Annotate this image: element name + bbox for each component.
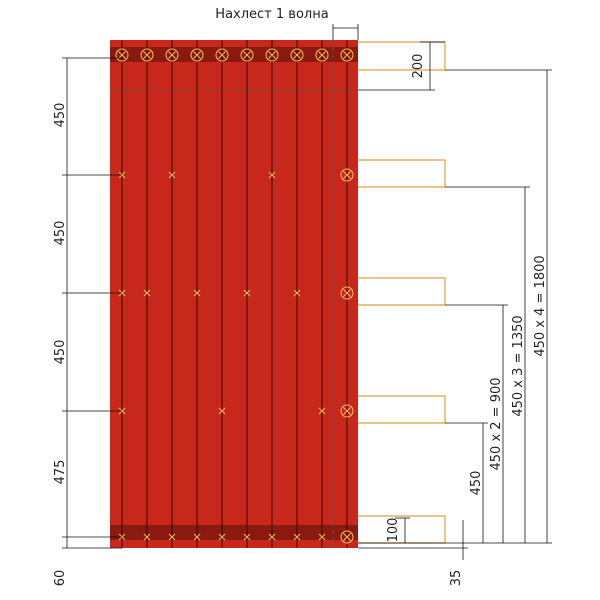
screw-mark <box>143 289 151 297</box>
screw-circle <box>190 48 204 62</box>
screw-circle <box>115 48 129 62</box>
screw-mark <box>168 171 176 179</box>
screw-mark <box>293 51 301 59</box>
screw-circle <box>340 168 354 182</box>
screw-mark <box>218 533 226 541</box>
dim-label: 100 <box>386 518 401 543</box>
dim-label: 200 <box>411 54 426 79</box>
screw-mark <box>268 171 276 179</box>
screw-circle <box>340 286 354 300</box>
screw-circle <box>290 48 304 62</box>
screw-mark <box>343 171 351 179</box>
screw-mark <box>243 533 251 541</box>
screw-mark <box>318 407 326 415</box>
dim-label: 60 <box>53 570 68 587</box>
screw-mark <box>293 289 301 297</box>
dim-label: 450 <box>53 340 68 365</box>
screw-mark <box>293 533 301 541</box>
screw-mark <box>243 51 251 59</box>
screw-mark <box>268 51 276 59</box>
screw-mark <box>168 533 176 541</box>
screw-circle <box>140 48 154 62</box>
dim-label: 450 x 2 = 900 <box>489 377 504 470</box>
screw-circle <box>165 48 179 62</box>
screw-mark <box>143 51 151 59</box>
screw-mark <box>193 533 201 541</box>
roof-sheet <box>110 40 358 548</box>
batten <box>358 515 446 544</box>
screw-mark <box>193 289 201 297</box>
screw-mark <box>343 407 351 415</box>
screw-circle <box>340 404 354 418</box>
dim-label: 450 <box>53 103 68 128</box>
dim-label: 450 <box>469 471 484 496</box>
dim-label: 35 <box>449 570 464 587</box>
screw-circle <box>315 48 329 62</box>
screw-circle <box>265 48 279 62</box>
screw-mark <box>143 533 151 541</box>
screw-circle <box>215 48 229 62</box>
dim-label: 450 <box>53 221 68 246</box>
screw-mark <box>318 51 326 59</box>
dim-label: 475 <box>53 460 68 485</box>
screw-mark <box>218 407 226 415</box>
screw-mark <box>343 533 351 541</box>
screw-mark <box>218 51 226 59</box>
screw-mark <box>343 51 351 59</box>
batten <box>358 159 446 188</box>
screw-mark <box>243 289 251 297</box>
screw-mark <box>168 51 176 59</box>
screw-mark <box>268 533 276 541</box>
screw-mark <box>193 51 201 59</box>
screw-mark <box>318 533 326 541</box>
screw-mark <box>343 289 351 297</box>
screw-mark <box>118 51 126 59</box>
batten <box>358 277 446 306</box>
dim-label: 450 x 4 = 1800 <box>533 255 548 356</box>
overlap-label: Нахлест 1 волна <box>215 7 328 22</box>
screw-circle <box>340 48 354 62</box>
batten <box>358 395 446 424</box>
screw-circle <box>340 530 354 544</box>
screw-circle <box>240 48 254 62</box>
dim-label: 450 x 3 = 1350 <box>511 315 526 416</box>
batten <box>358 41 446 71</box>
